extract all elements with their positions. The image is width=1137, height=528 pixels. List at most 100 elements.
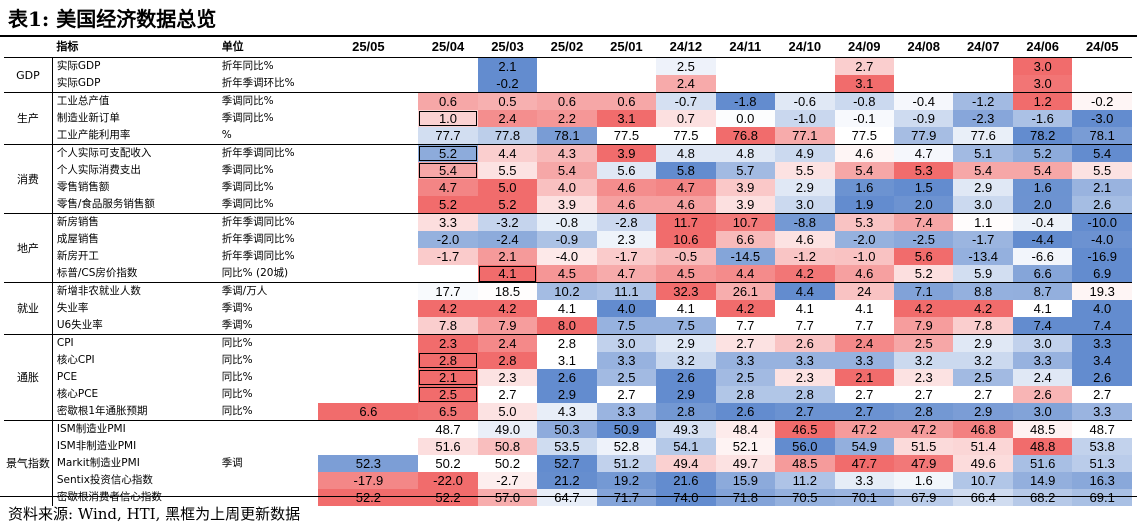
- header-date: 24/12: [669, 39, 703, 54]
- value-cell: 74.0: [656, 489, 716, 506]
- value-cell: 21.2: [537, 472, 597, 489]
- value-cell: 5.5: [1072, 162, 1132, 179]
- value-cell: 76.8: [715, 127, 776, 145]
- value-cell: 2.4: [834, 334, 895, 352]
- value-cell: 2.1: [834, 369, 895, 386]
- indicator-name: 新房开工: [56, 250, 99, 262]
- value-cell: 2.5: [953, 369, 1013, 386]
- value-cell: 2.5: [418, 386, 478, 403]
- table-row: 新房开工 折年季调同比% -1.7 2.1 -4.0 -1.7 -0.5 -14.5 -1.2-…: [4, 248, 1132, 265]
- value-cell: 2.7: [477, 386, 538, 403]
- value-cell: 4.6: [596, 196, 657, 214]
- value-cell: 46.5: [775, 420, 835, 438]
- indicator-name: Sentix投资信心指数: [56, 474, 153, 486]
- value-cell: [775, 57, 835, 75]
- value-cell: [318, 110, 418, 127]
- value-cell: -14.5: [715, 248, 776, 265]
- value-cell: 7.8: [953, 317, 1013, 335]
- value-cell: 2.4: [477, 334, 538, 352]
- category-label: 消费: [4, 144, 53, 214]
- value-cell: -13.4: [953, 248, 1013, 265]
- value-cell: 4.6: [834, 265, 895, 283]
- indicator-name: 标普/CS房价指数: [56, 267, 138, 279]
- value-cell: 48.4: [715, 420, 776, 438]
- value-cell: 48.7: [1072, 420, 1132, 438]
- value-cell: -0.8: [537, 213, 597, 231]
- value-cell: 2.8: [418, 352, 478, 369]
- value-cell: -2.8: [596, 213, 657, 231]
- table-row: 实际GDP 折年季调环比% -0.2 2.4 3.1 3.0: [4, 75, 1132, 93]
- value-cell: 7.4: [894, 213, 954, 231]
- value-cell: 1.5: [894, 179, 954, 196]
- value-cell: 3.0: [1012, 57, 1073, 75]
- unit-label: 同比%: [221, 354, 253, 366]
- value-cell: -2.7: [477, 472, 538, 489]
- value-cell: 7.9: [894, 317, 954, 335]
- indicator-name: 个人实际可支配收入: [52, 144, 218, 162]
- category-label: 通胀: [4, 334, 53, 421]
- bottom-rule: [0, 496, 1137, 497]
- unit-label: 折年同比%: [217, 57, 319, 75]
- value-cell: 4.7: [894, 144, 954, 162]
- value-cell: 3.1: [537, 352, 597, 369]
- value-cell: 2.8: [894, 403, 954, 421]
- value-cell: 6.6: [715, 231, 776, 248]
- value-cell: 77.9: [894, 127, 954, 145]
- value-cell: -4.4: [1012, 231, 1073, 248]
- header-date: 25/02: [550, 39, 584, 54]
- value-cell: 0.7: [656, 110, 716, 127]
- value-cell: -16.9: [1072, 248, 1132, 265]
- value-cell: [318, 265, 418, 283]
- value-cell: [596, 57, 657, 75]
- indicator-name: 工业产能利用率: [56, 129, 131, 141]
- value-cell: 3.3: [1072, 403, 1132, 421]
- value-cell: [1072, 75, 1132, 93]
- value-cell: 1.9: [834, 196, 895, 214]
- table-row: 个人实际消费支出 季调同比% 5.4 5.5 5.4 5.6 5.8 5.7 5.5 5.4 5.3…: [4, 162, 1132, 179]
- value-cell: 2.7: [834, 403, 895, 421]
- unit-label: 折年季调同比%: [217, 213, 319, 231]
- table-row: 就业 新增非农就业人数 季调/万人 17.7 18.5 10.2 11.1 32.3 26.1 4…: [4, 282, 1132, 335]
- value-cell: 4.2: [715, 300, 776, 317]
- value-cell: 2.9: [656, 386, 716, 403]
- value-cell: 70.5: [775, 489, 835, 506]
- table-row: 零售/食品服务销售额 季调同比% 5.2 5.2 3.9 4.6 4.6 3.9 3.0 1.9 2…: [4, 196, 1132, 214]
- value-cell: [318, 92, 419, 110]
- value-cell: 3.3: [834, 472, 895, 489]
- value-cell: 2.6: [715, 403, 776, 421]
- header-category: [4, 37, 52, 58]
- value-cell: 6.6: [1012, 265, 1073, 283]
- value-cell: 3.9: [715, 196, 776, 214]
- value-cell: 5.2: [894, 265, 954, 283]
- value-cell: -1.2: [953, 92, 1013, 110]
- value-cell: 3.3: [1012, 352, 1073, 369]
- table-body: GDP 实际GDP 折年同比% 2.1 2.5 2.7 3.0 实际GDP 折年季调环比% -0.…: [4, 57, 1132, 506]
- value-cell: 14.9: [1012, 472, 1073, 489]
- value-cell: [318, 144, 419, 162]
- indicator-name: 零售销售额: [56, 181, 110, 193]
- value-cell: 0.6: [537, 92, 597, 110]
- value-cell: 4.1: [537, 300, 597, 317]
- table-row: 地产 新房销售 折年季调同比% 3.3 -3.2 -0.8 -2.8 11.7 10.7 -8.8…: [4, 213, 1132, 283]
- page-title: 表1: 美国经济数据总览: [8, 7, 217, 31]
- value-cell: -2.0: [834, 231, 895, 248]
- value-cell: [318, 162, 418, 179]
- value-cell: -0.9: [894, 110, 954, 127]
- value-cell: [318, 352, 418, 369]
- value-cell: 18.5: [477, 282, 538, 300]
- value-cell: 4.8: [715, 144, 776, 162]
- value-cell: [318, 420, 419, 438]
- indicator-name: 成屋销售: [56, 233, 99, 245]
- value-cell: 70.1: [834, 489, 895, 506]
- value-cell: 11.7: [656, 213, 716, 231]
- header-indicator: 指标: [56, 40, 79, 53]
- value-cell: 77.5: [656, 127, 716, 145]
- value-cell: 4.7: [596, 265, 657, 283]
- value-cell: 7.4: [1012, 317, 1073, 335]
- source-note: 资料来源: Wind, HTI, 黑框为上周更新数据: [8, 505, 301, 523]
- table-row: Markit制造业PMI 季调 52.3 50.2 50.2 52.7 51.2 49.4 49…: [4, 455, 1132, 472]
- value-cell: [318, 75, 418, 93]
- header-date: 25/04: [431, 39, 465, 54]
- value-cell: 2.8: [715, 386, 776, 403]
- value-cell: 78.1: [537, 127, 597, 145]
